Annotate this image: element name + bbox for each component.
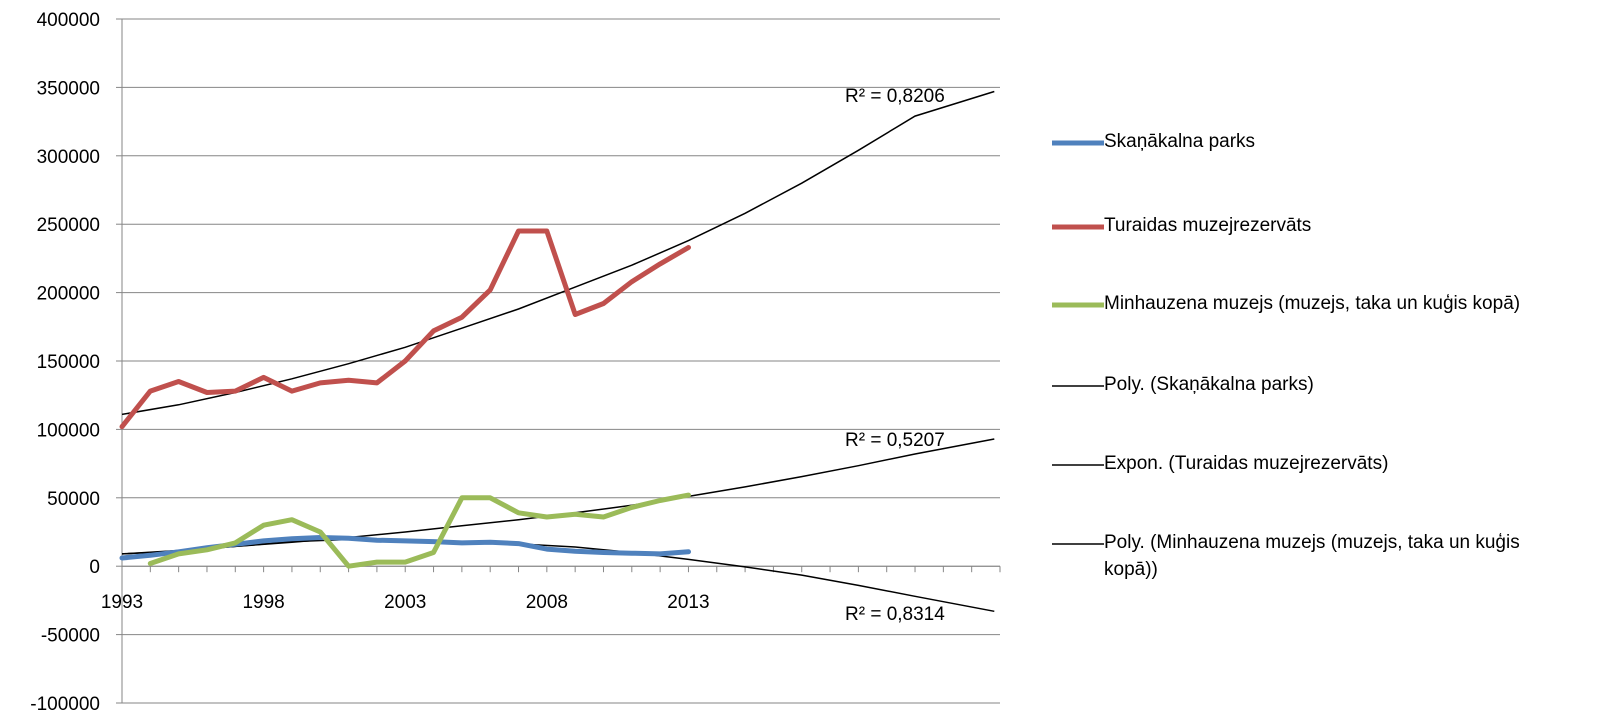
y-tick-label: 200000: [37, 284, 100, 305]
y-tick-labels: -100000 -50000 0 50000 100000 150000 200000 250…: [30, 10, 100, 715]
axes: [116, 18, 1001, 704]
x-tick-labels: 1993 1998 2003 2008 2013: [101, 592, 710, 613]
legend-item-expon-turaidas[interactable]: Expon. (Turaidas muzejrezervāts): [1052, 450, 1574, 477]
legend-item-poly-skanakalna[interactable]: Poly. (Skaņākalna parks): [1052, 371, 1574, 398]
y-tick-label: 50000: [47, 489, 100, 510]
legend-label-expon-turaidas: Expon. (Turaidas muzejrezervāts): [1104, 453, 1389, 474]
y-tick-label: 300000: [37, 147, 100, 168]
y-tick-label: 0: [89, 557, 100, 578]
y-tick-label: -100000: [30, 694, 100, 715]
legend-label-poly-skanakalna: Poly. (Skaņākalna parks): [1104, 374, 1314, 395]
legend-label-skanakalna: Skaņākalna parks: [1104, 131, 1256, 152]
legend-item-poly-minhauzena[interactable]: Poly. (Minhauzena muzejs (muzejs, taka u…: [1052, 529, 1574, 583]
x-tick-label: 2008: [526, 592, 568, 613]
legend-swatch-poly-minhauzena: [1052, 543, 1104, 545]
x-tick-label: 1993: [101, 592, 143, 613]
y-tick-label: 100000: [37, 420, 100, 441]
legend-swatch-turaidas: [1052, 224, 1104, 230]
trendline-2: [121, 438, 995, 555]
r2-label-1: R² = 0,8206: [845, 86, 945, 107]
x-tick-label: 2013: [667, 592, 709, 613]
legend-item-turaidas[interactable]: Turaidas muzejrezervāts: [1052, 212, 1574, 239]
r2-label-0: R² = 0,8314: [845, 604, 945, 625]
y-tick-label: 150000: [37, 352, 100, 373]
legend-swatch-minhauzena: [1052, 302, 1104, 308]
series-lines: [119, 228, 691, 569]
legend-swatch-skanakalna: [1052, 140, 1104, 146]
legend-label-turaidas: Turaidas muzejrezervāts: [1104, 215, 1312, 236]
legend-item-minhauzena[interactable]: Minhauzena muzejs (muzejs, taka un kuģis…: [1052, 290, 1574, 317]
series-line-minhauzena: [147, 492, 691, 569]
x-tick-label: 2003: [384, 592, 426, 613]
legend-label-minhauzena: Minhauzena muzejs (muzejs, taka un kuģis…: [1104, 293, 1521, 314]
legend-swatch-expon-turaidas: [1052, 464, 1104, 466]
r2-labels: R² = 0,8314 R² = 0,8206 R² = 0,5207: [845, 86, 945, 625]
x-tick-label: 1998: [242, 592, 284, 613]
y-tick-label: 250000: [37, 215, 100, 236]
y-tick-label: -50000: [41, 626, 100, 647]
y-tick-label: 350000: [37, 78, 100, 99]
y-tick-label: 400000: [37, 10, 100, 31]
legend-label-poly-minhauzena: Poly. (Minhauzena muzejs (muzejs, taka u…: [1104, 532, 1520, 580]
trendline-1: [121, 90, 995, 416]
r2-label-2: R² = 0,5207: [845, 430, 945, 451]
legend-item-skanakalna[interactable]: Skaņākalna parks: [1052, 128, 1574, 155]
legend-swatch-poly-skanakalna: [1052, 385, 1104, 387]
series-line-turaidas: [119, 228, 691, 430]
